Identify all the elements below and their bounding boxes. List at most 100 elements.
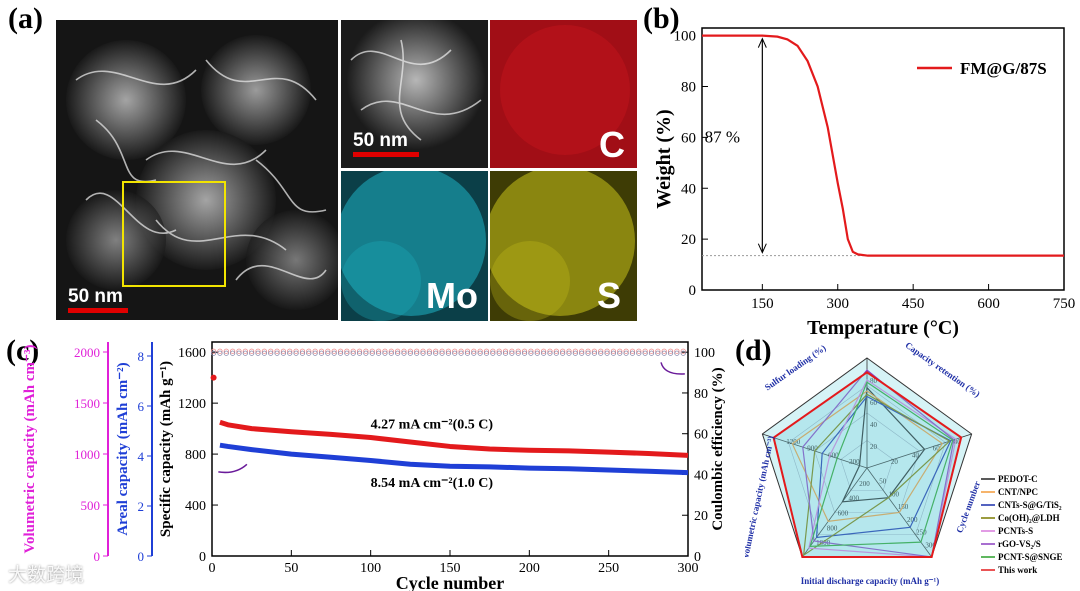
scale-bar-main bbox=[68, 308, 128, 313]
ce-point bbox=[426, 350, 432, 356]
ce-point bbox=[483, 348, 490, 354]
ce-point bbox=[490, 350, 496, 356]
volumetric-axis-label: Volumetric capacity (mAh cm⁻³) bbox=[22, 345, 38, 554]
eds-label-s: S bbox=[596, 275, 621, 316]
ce-point bbox=[464, 348, 471, 354]
ce-point bbox=[433, 348, 439, 354]
ce-point bbox=[407, 348, 413, 354]
eds-map-mo: Mo bbox=[341, 171, 488, 321]
sem-image-inset: 50 nm bbox=[341, 20, 488, 168]
ce-point bbox=[318, 348, 325, 354]
ce-point bbox=[293, 348, 299, 354]
ce-point bbox=[325, 350, 331, 356]
ce-point bbox=[661, 350, 667, 356]
arrow-head-down bbox=[757, 243, 767, 254]
ce-point bbox=[579, 348, 585, 354]
radar-grid-ring bbox=[788, 385, 946, 536]
radar-axis-label: Initial discharge capacity (mAh g⁻¹) bbox=[801, 576, 939, 586]
arrow-right-axis bbox=[660, 362, 685, 375]
highlight-box bbox=[122, 181, 226, 287]
ce-point bbox=[274, 350, 280, 356]
ce-point bbox=[306, 350, 312, 356]
ce-point bbox=[680, 350, 686, 356]
areal-tick-label: 4 bbox=[138, 449, 145, 464]
ytick-label-right-c: 80 bbox=[694, 387, 708, 402]
ce-point bbox=[325, 348, 331, 354]
ytick-label-c: 400 bbox=[185, 499, 206, 514]
initial-point bbox=[210, 374, 217, 381]
ce-point bbox=[477, 348, 483, 354]
ce-point bbox=[350, 348, 356, 354]
ytick-label-c: 0 bbox=[199, 550, 206, 565]
ce-point bbox=[223, 350, 229, 356]
ytick-label-b: 100 bbox=[674, 29, 697, 45]
ytick-label-b: 20 bbox=[681, 232, 696, 248]
radar-tick-label: 20 bbox=[891, 458, 899, 466]
xlabel-c: Cycle number bbox=[396, 573, 504, 591]
ce-point bbox=[382, 350, 388, 356]
ce-point bbox=[502, 348, 509, 354]
ce-point bbox=[560, 348, 566, 354]
arrow-head-up bbox=[757, 37, 767, 48]
ce-point bbox=[509, 348, 515, 354]
ce-point bbox=[369, 350, 375, 356]
ce-point bbox=[407, 350, 413, 356]
areal-tick-label: 2 bbox=[138, 499, 145, 514]
ce-point bbox=[375, 348, 382, 354]
eds-map-c: C bbox=[490, 20, 637, 168]
ce-point bbox=[255, 348, 261, 354]
ce-point bbox=[414, 350, 420, 356]
ce-point bbox=[350, 350, 356, 356]
ce-point bbox=[648, 350, 655, 356]
ce-point bbox=[268, 350, 274, 356]
eds-mo-noise bbox=[341, 171, 486, 321]
ce-point bbox=[604, 350, 610, 356]
ce-point bbox=[541, 348, 547, 354]
tga-chart: 0 20 40 60 80 100 150 300 450 600 750 Temperature (… bbox=[653, 27, 1075, 339]
ce-point bbox=[515, 348, 521, 354]
eds-map-s: S bbox=[490, 171, 637, 321]
ce-point bbox=[255, 350, 261, 356]
ce-point bbox=[629, 348, 636, 354]
annotation-05c: 4.27 mA cm⁻²(0.5 C) bbox=[371, 418, 494, 433]
ce-point bbox=[452, 348, 458, 354]
ce-point bbox=[287, 350, 293, 356]
radar-axis-label: Volumetric capacity (mAh cm⁻³) bbox=[745, 435, 776, 560]
ce-point bbox=[230, 350, 236, 356]
radar-tick-label: 250 bbox=[916, 529, 927, 537]
radar-tick-label: 100 bbox=[888, 490, 899, 498]
volumetric-tick-label: 1000 bbox=[74, 447, 100, 462]
ce-point bbox=[560, 350, 566, 356]
ce-point bbox=[534, 350, 540, 356]
ce-point bbox=[547, 350, 553, 356]
xtick-label-b: 300 bbox=[827, 296, 850, 312]
ce-point bbox=[496, 348, 502, 354]
radar-series bbox=[841, 386, 926, 503]
ce-point bbox=[217, 348, 223, 354]
radar-axis-label: Sulfur loading (%) bbox=[763, 343, 828, 393]
ce-point bbox=[369, 348, 375, 354]
ce-point bbox=[375, 350, 382, 356]
radar-tick-label: 40 bbox=[912, 451, 920, 459]
ce-point bbox=[680, 348, 686, 354]
ce-point bbox=[629, 350, 636, 356]
xtick-label-b: 450 bbox=[902, 296, 925, 312]
ce-point bbox=[395, 348, 401, 354]
ce-point bbox=[515, 350, 521, 356]
ce-point bbox=[617, 350, 623, 356]
ce-point bbox=[547, 348, 553, 354]
ce-point bbox=[299, 348, 306, 354]
ce-point bbox=[528, 348, 534, 354]
ytick-label-right-c: 100 bbox=[694, 346, 715, 361]
radar-tick-label: 50 bbox=[879, 478, 887, 486]
ce-point bbox=[502, 350, 509, 356]
radar-tick-label: 200 bbox=[907, 516, 918, 524]
ce-point bbox=[661, 348, 667, 354]
ce-point bbox=[655, 350, 661, 356]
scale-label-main: 50 nm bbox=[68, 286, 123, 307]
sem-texture bbox=[56, 20, 338, 320]
radar-tick-label: 1000 bbox=[816, 539, 831, 547]
radar-legend-label: PEDOT-C bbox=[998, 474, 1038, 484]
ce-point bbox=[420, 350, 426, 356]
ce-point bbox=[521, 348, 528, 354]
